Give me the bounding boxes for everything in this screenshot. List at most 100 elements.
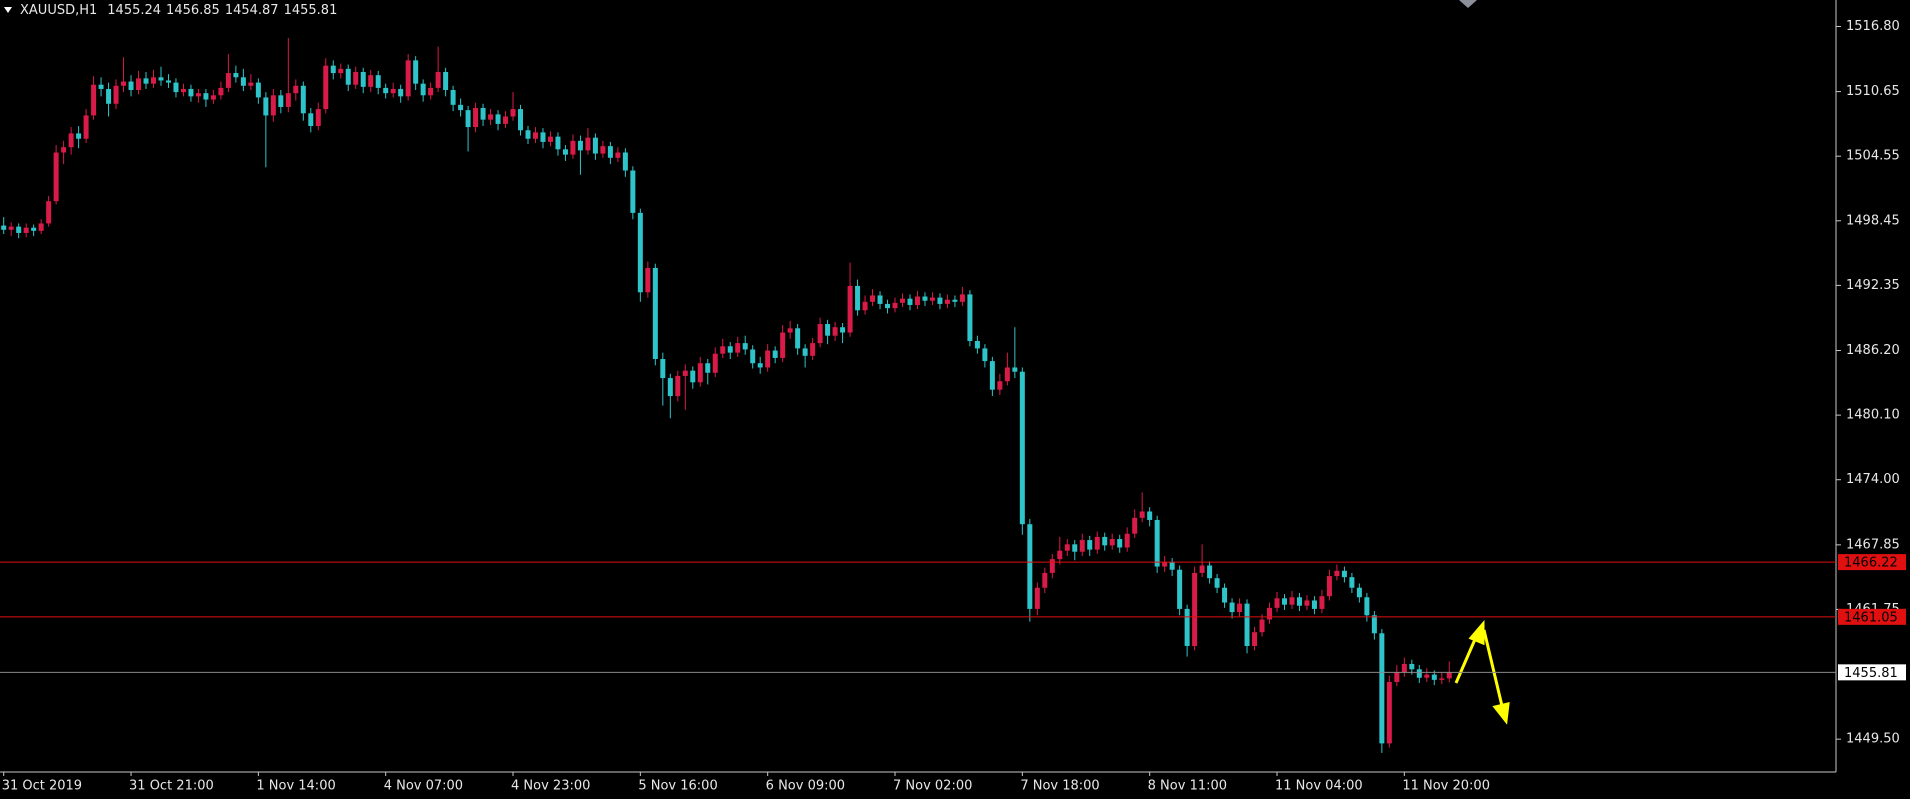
candle-body [1102,536,1108,546]
candle-body [1207,565,1213,579]
candle-body [1409,663,1415,670]
x-tick-label: 31 Oct 2019 [2,779,82,794]
candle-body [390,88,396,94]
candle-body [503,116,509,124]
candle-body [1356,587,1362,598]
low: 1454.87 [225,3,279,18]
candle-body [1004,367,1010,382]
candle-body [458,104,464,111]
candle-body [810,343,816,356]
candle-body [1244,603,1250,646]
high: 1456.85 [166,3,220,18]
candle-body [622,152,628,171]
candle-body [525,130,531,139]
candle-body [136,78,142,91]
candle-body [765,350,771,368]
level-label-box [1838,554,1906,571]
menu-triangle[interactable] [4,7,12,13]
candle-body [735,343,741,353]
candle-body [255,82,261,98]
candle-body [338,68,344,74]
close: 1455.81 [284,3,338,18]
candle-body [473,108,479,128]
plot-area [1,38,1452,753]
arrow-up-head [1468,619,1485,646]
candle-body [495,114,501,124]
candle-body [1079,540,1085,552]
candle-body [263,97,269,116]
candle-body [1087,540,1093,550]
candle-body [151,77,156,84]
candle-body [293,85,299,94]
candle-body [667,378,673,397]
candle-body [68,133,74,148]
candle-body [128,81,134,91]
candle-body [1311,600,1317,609]
open: 1455.24 [107,3,161,18]
candle-body [240,77,246,86]
candle-body [1341,570,1347,578]
candle-body [974,340,980,349]
bid-label-box [1838,664,1906,681]
candle-body [1289,597,1295,605]
candle-body [1446,672,1452,679]
candle-body [607,146,613,158]
candle-body [757,363,763,368]
candle-body [323,65,329,110]
candle-body [802,348,808,356]
candle-body [900,298,905,303]
candle-body [1334,570,1340,577]
candle-body [652,267,658,359]
candle-body [1019,371,1025,525]
candle-body [697,363,703,383]
candle-body [600,146,606,154]
candle-body [907,298,913,305]
candle-body [83,115,89,139]
candle-body [832,327,838,336]
candle-body [1177,569,1183,609]
candle-body [997,381,1003,390]
candle-body [1034,587,1040,609]
candle-body [637,212,643,293]
candle-body [1364,597,1370,616]
candle-body [1401,663,1407,673]
candle-body [562,149,568,155]
level-label: 1466.22 [1844,556,1898,571]
candle-body [173,82,179,93]
candle-body [787,328,793,333]
arrow-down-line [1482,629,1504,707]
candle-body [577,140,583,151]
candle-body [750,349,756,364]
shift-marker[interactable] [1459,0,1477,8]
candle-body [952,299,958,302]
candle-body [1274,598,1280,608]
candle-body [1394,672,1400,682]
candle-body [443,72,449,91]
candle-body [660,358,666,379]
x-tick-label: 8 Nov 11:00 [1148,779,1227,794]
x-tick-label: 5 Nov 16:00 [638,779,717,794]
candle-body [1064,544,1070,551]
candle-body [1072,544,1078,552]
candle-body [315,109,321,127]
candle-body [353,72,359,85]
candle-body [368,75,374,87]
x-tick-label: 31 Oct 21:00 [129,779,214,794]
candle-body [742,343,748,350]
candle-body [225,73,231,88]
candle-body [862,301,868,311]
candle-body [91,84,97,116]
symbol: XAUUSD,H1 [20,3,97,18]
candle-body [547,136,553,142]
candle-body [61,147,67,153]
candle-body [712,353,718,373]
candle-body [1319,596,1325,609]
candle-body [218,87,224,96]
candle-body [480,108,486,120]
candle-body [1259,619,1265,633]
candle-body [615,152,621,158]
candle-body [1416,669,1422,678]
candle-body [989,361,995,390]
candle-body [922,296,928,301]
candle-body [405,60,411,97]
